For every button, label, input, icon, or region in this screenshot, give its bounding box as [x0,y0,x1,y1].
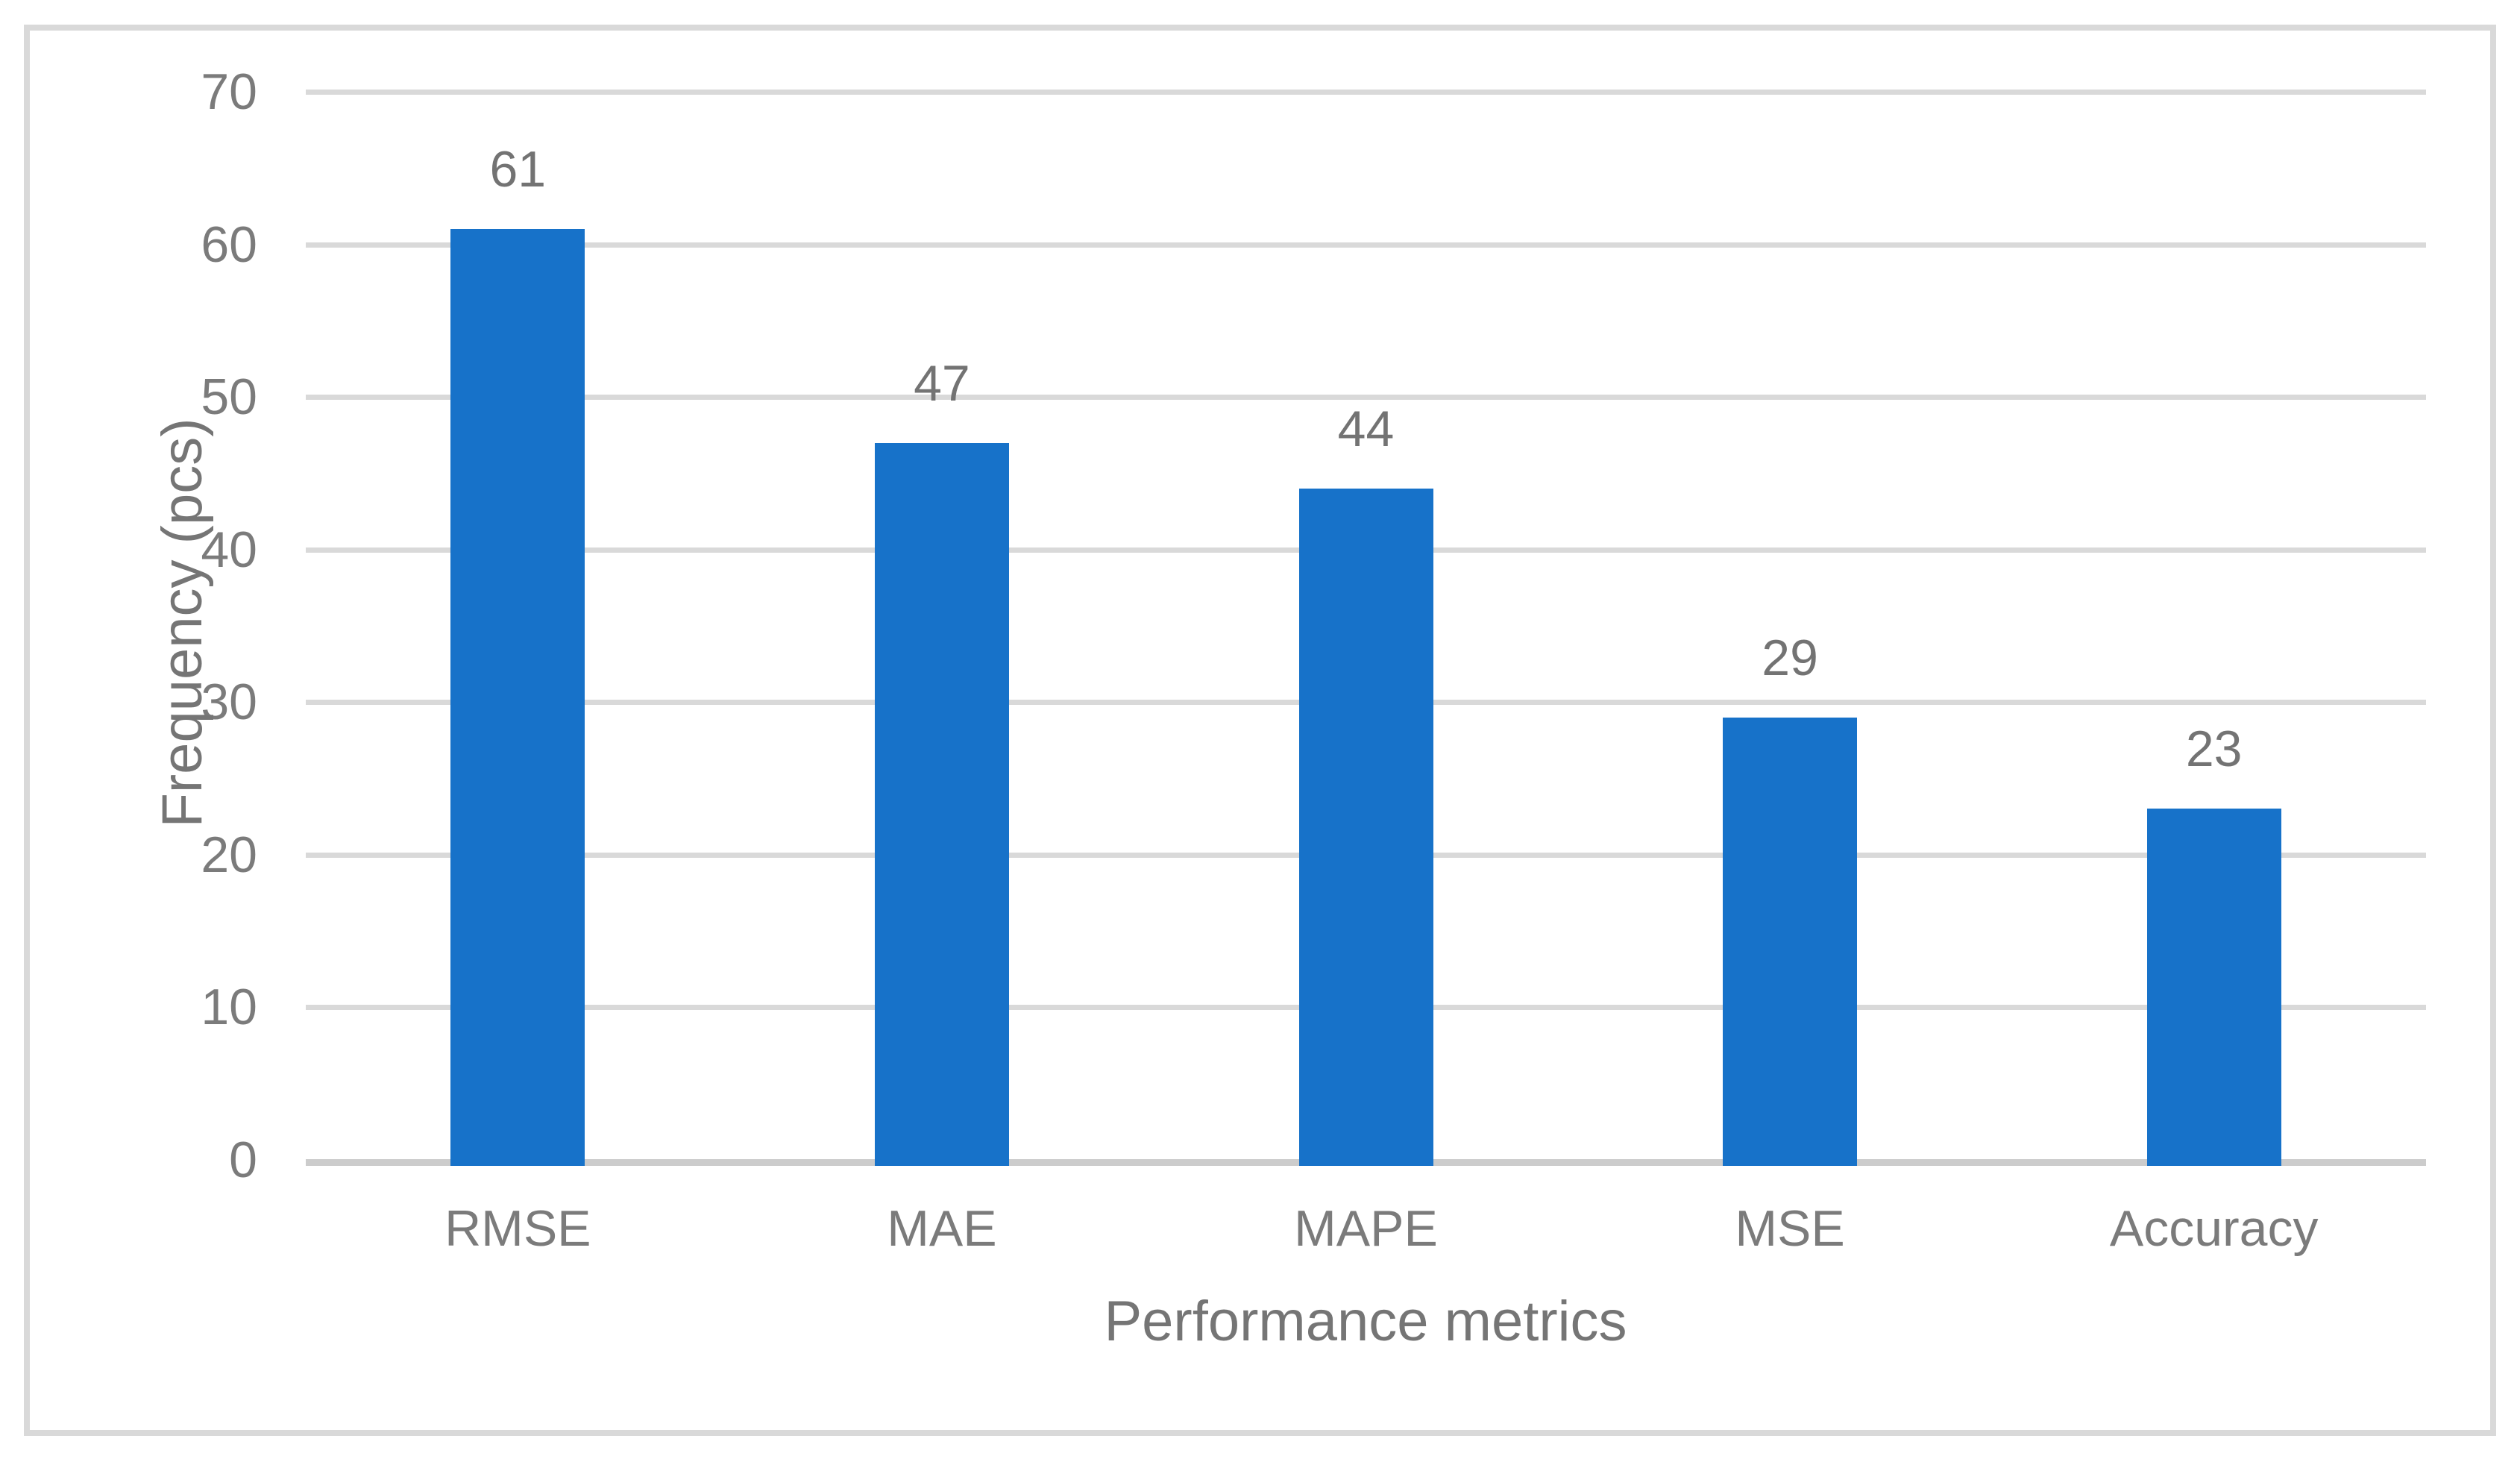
chart-frame [24,25,2496,1436]
x-category-label: RMSE [444,1200,591,1257]
gridline [306,90,2426,95]
gridline [306,242,2426,248]
x-axis-title: Performance metrics [1104,1290,1627,1353]
gridline [306,395,2426,401]
x-category-label: MAE [887,1200,997,1257]
data-label: 61 [489,141,547,198]
x-category-label: MSE [1735,1200,1845,1257]
y-tick-label: 70 [201,63,257,120]
y-tick-label: 30 [201,674,257,731]
x-category-label: Accuracy [2109,1200,2319,1257]
y-tick-label: 60 [201,216,257,273]
bar-rmse [450,229,585,1166]
data-label: 23 [2185,721,2243,778]
y-tick-label: 0 [229,1132,257,1188]
bar-mape [1298,488,1433,1166]
data-label: 29 [1762,629,1818,686]
y-tick-label: 20 [201,826,257,883]
bar-mse [1723,717,1858,1166]
bar-mae [874,442,1009,1166]
x-category-label: MAPE [1294,1200,1438,1257]
y-tick-label: 50 [201,368,257,426]
data-label: 47 [914,354,970,412]
y-tick-label: 40 [201,521,257,578]
bar-accuracy [2146,809,2281,1166]
data-label: 44 [1337,400,1395,457]
y-axis-title: Frequency (pcs) [151,418,214,828]
y-tick-label: 10 [201,979,257,1036]
